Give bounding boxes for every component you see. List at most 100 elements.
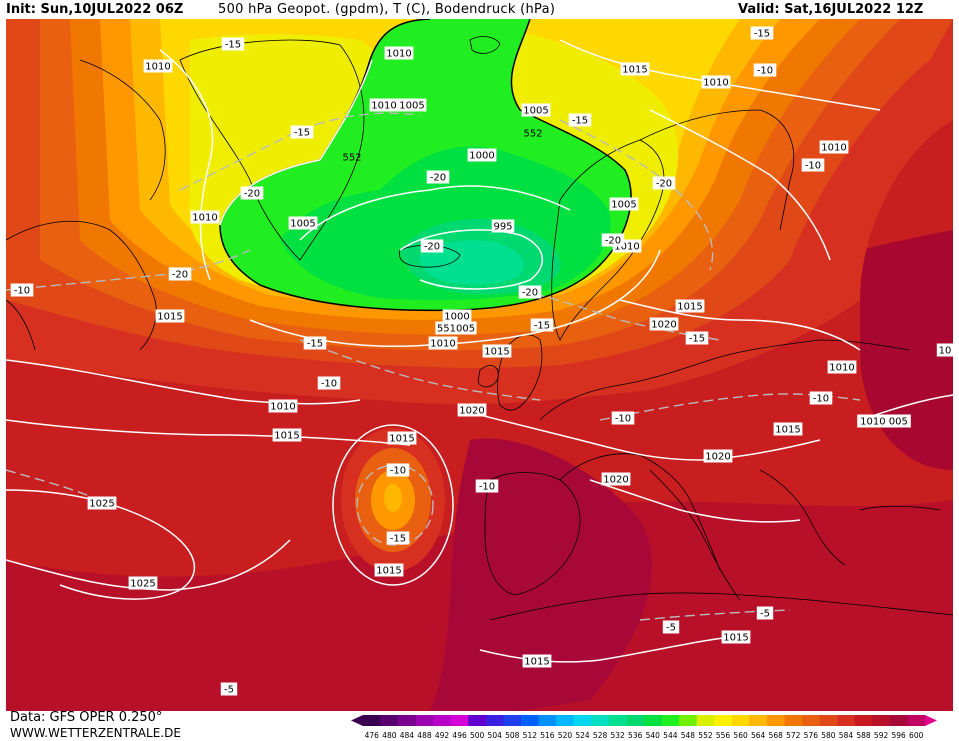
scale-swatch <box>889 715 908 726</box>
temperature-label: -10 <box>10 283 34 297</box>
scale-tick-label: 480 <box>382 731 397 740</box>
scale-tick-label: 564 <box>751 731 766 740</box>
temperature-label-text: -10 <box>321 379 337 390</box>
scale-tick-label: 588 <box>856 731 871 740</box>
scale-swatch <box>749 715 768 726</box>
pressure-label: 995 <box>491 219 515 233</box>
scale-swatch <box>872 715 891 726</box>
temperature-label-text: -5 <box>760 609 770 620</box>
scale-tick-label: 544 <box>663 731 678 740</box>
pressure-label: 1025 <box>87 496 117 510</box>
pressure-label-text: 1010 <box>829 363 854 374</box>
temperature-label: -5 <box>662 620 680 634</box>
scale-swatch <box>591 715 610 726</box>
weather-map[interactable]: 1010 1010 1015 1010 1010 1005 1005 1000 1010 1010… <box>6 19 954 711</box>
temperature-label: -10 <box>475 479 499 493</box>
pressure-label: 1010 <box>384 46 414 60</box>
scale-tick-label: 484 <box>400 731 415 740</box>
geopotential-label-text: 552 <box>342 153 361 164</box>
temperature-label-text: -15 <box>534 321 550 332</box>
pressure-label-text: 1010 <box>270 402 295 413</box>
scale-swatch <box>380 715 399 726</box>
scale-tick-label: 576 <box>804 731 819 740</box>
temperature-label-text: -10 <box>805 161 821 172</box>
scale-swatch <box>573 715 592 726</box>
scale-swatch <box>907 715 926 726</box>
pressure-label-text: 1010 005 <box>860 417 908 428</box>
pressure-label-text: 1010 <box>703 78 728 89</box>
temperature-label-text: -5 <box>224 685 234 696</box>
pressure-label: 1015 <box>155 309 185 323</box>
temperature-label: -20 <box>168 267 192 281</box>
scale-tick-label: 548 <box>681 731 696 740</box>
temperature-label: -15 <box>568 113 592 127</box>
pressure-label-text: 1020 <box>651 320 676 331</box>
scale-swatch <box>538 715 557 726</box>
temperature-label: -15 <box>530 318 554 332</box>
temperature-label: -5 <box>756 606 774 620</box>
scale-swatch <box>398 715 417 726</box>
pressure-label-text: 1000 <box>444 312 469 323</box>
scale-swatch <box>837 715 856 726</box>
pressure-label-text: 1010 <box>145 62 170 73</box>
pressure-label-text: 1020 <box>459 406 484 417</box>
pressure-label-text: 1010 <box>614 242 639 253</box>
geopotential-label: 552 <box>342 153 361 164</box>
geopotential-label: 552 <box>523 129 542 140</box>
pressure-label: 1010 <box>369 98 399 112</box>
chart-footer: Data: GFS OPER 0.250° WWW.WETTERZENTRALE… <box>0 711 959 741</box>
pressure-label: 1010 <box>190 210 220 224</box>
pressure-label-text: 551005 <box>437 324 475 335</box>
temperature-label: -20 <box>652 176 676 190</box>
pressure-label-text: 1005 <box>611 200 636 211</box>
temperature-label-text: -15 <box>689 334 705 345</box>
scale-swatch <box>485 715 504 726</box>
pressure-label: 1010 <box>428 336 458 350</box>
temperature-labels: -15 -15 -10 -15 -15 -20 -20 -20 -10 -20 -20 -20 -20 -… <box>10 26 833 696</box>
pressure-label-text: 1015 <box>484 347 509 358</box>
temperature-label: -15 <box>221 37 245 51</box>
scale-arrow-left <box>351 715 363 726</box>
temperature-label-text: -20 <box>424 242 440 253</box>
pressure-label: 1010 <box>701 75 731 89</box>
geopotential-label-text: 552 <box>523 129 542 140</box>
temperature-label: -10 <box>753 63 777 77</box>
scale-swatch <box>661 715 680 726</box>
scale-tick-label: 496 <box>452 731 467 740</box>
scale-tick-label: 532 <box>610 731 625 740</box>
pressure-label: 10 <box>936 343 954 357</box>
pressure-label: 1020 <box>601 472 631 486</box>
website: WWW.WETTERZENTRALE.DE <box>10 726 181 740</box>
temperature-label-text: -10 <box>757 66 773 77</box>
pressure-label: 1005 <box>609 197 639 211</box>
pressure-label-text: 1005 <box>523 106 548 117</box>
pressure-label-text: 1015 <box>677 302 702 313</box>
scale-swatch <box>679 715 698 726</box>
pressure-label: 1020 <box>457 403 487 417</box>
geopotential-field <box>6 19 953 711</box>
pressure-label: 1015 <box>620 62 650 76</box>
pressure-label: 1000 <box>467 148 497 162</box>
pressure-label: 1000 <box>442 309 472 323</box>
temperature-label-text: -5 <box>666 623 676 634</box>
temperature-label: -15 <box>303 336 327 350</box>
pressure-label-text: 1015 <box>524 657 549 668</box>
scale-tick-label: 596 <box>891 731 906 740</box>
scale-arrow-right <box>925 715 937 726</box>
scale-tick-label: 524 <box>575 731 590 740</box>
valid-time: Valid: Sat,16JUL2022 12Z <box>738 2 924 17</box>
scale-swatch <box>521 715 540 726</box>
temperature-label: -15 <box>750 26 774 40</box>
scale-swatch <box>731 715 750 726</box>
temperature-label: -15 <box>685 331 709 345</box>
scale-swatch <box>415 715 434 726</box>
scale-swatch <box>644 715 663 726</box>
scale-tick-label: 528 <box>593 731 608 740</box>
scale-tick-label: 568 <box>769 731 784 740</box>
pressure-label: 1010 005 <box>857 414 911 428</box>
pressure-label-text: 1010 <box>371 101 396 112</box>
pressure-label-text: 1010 <box>386 49 411 60</box>
pressure-label-text: 1020 <box>705 452 730 463</box>
pressure-label-text: 1005 <box>290 219 315 230</box>
temperature-label: -10 <box>386 463 410 477</box>
